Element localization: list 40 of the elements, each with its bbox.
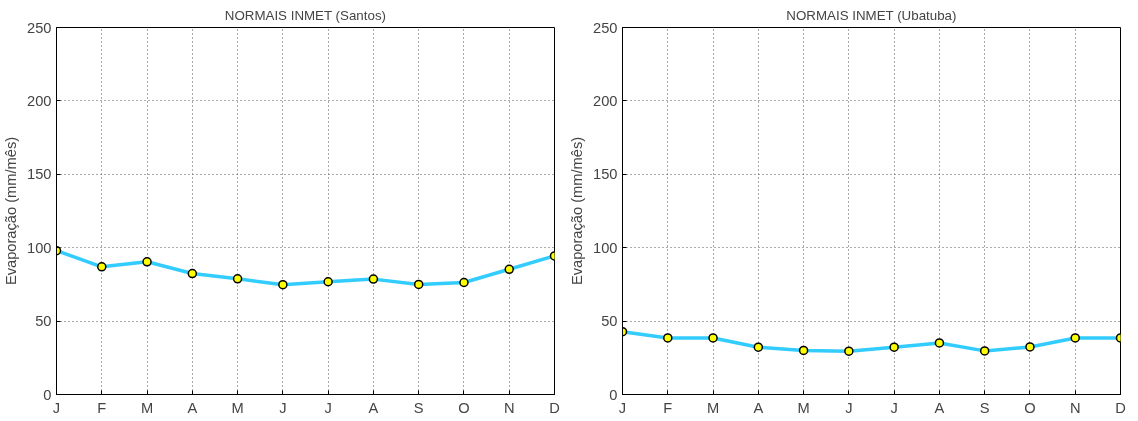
x-tick-label: M: [706, 399, 720, 416]
x-tick-label: J: [324, 399, 332, 416]
x-tick-label: A: [753, 399, 764, 416]
x-tick-label: O: [1024, 399, 1036, 416]
x-tick-label: D: [1115, 399, 1126, 416]
x-tick-label: N: [1069, 399, 1081, 416]
x-tick-label: J: [279, 399, 287, 416]
x-tick-label: F: [97, 399, 107, 416]
x-tick-label: M: [140, 399, 154, 416]
x-tick-label: M: [797, 399, 810, 416]
y-axis-title: Evaporação (mm/mês): [569, 136, 586, 286]
y-tick-label: 250: [593, 19, 618, 36]
y-tick-label: 50: [601, 313, 618, 330]
x-tick-label: S: [979, 399, 990, 416]
y-tick-label: 100: [593, 239, 618, 256]
y-axis-title: Evaporação (mm/mês): [3, 136, 20, 286]
y-tick-label: 200: [593, 92, 618, 109]
x-tick-label: A: [187, 399, 198, 416]
y-tick-label: 250: [27, 19, 52, 36]
y-tick-label: 150: [593, 166, 618, 183]
x-tick-label: F: [663, 399, 673, 416]
x-tick-label: A: [934, 399, 945, 416]
y-tick-label: 200: [27, 92, 52, 109]
x-tick-label: D: [549, 399, 560, 416]
x-tick-label: J: [52, 399, 61, 416]
y-tick-label: 0: [609, 386, 618, 403]
chart-title: NORMAIS INMET (Ubatuba): [786, 7, 957, 23]
x-tick-label: S: [413, 399, 424, 416]
x-tick-label: N: [503, 399, 515, 416]
y-tick-label: 150: [27, 166, 52, 183]
x-tick-label: A: [368, 399, 379, 416]
y-tick-label: 100: [27, 239, 52, 256]
x-tick-label: J: [845, 399, 853, 416]
y-tick-label: 0: [43, 386, 52, 403]
y-tick-label: 50: [35, 313, 52, 330]
x-tick-label: M: [231, 399, 244, 416]
x-tick-label: J: [890, 399, 898, 416]
x-tick-label: O: [458, 399, 470, 416]
chart-title: NORMAIS INMET (Santos): [224, 7, 386, 23]
x-tick-label: J: [618, 399, 627, 416]
